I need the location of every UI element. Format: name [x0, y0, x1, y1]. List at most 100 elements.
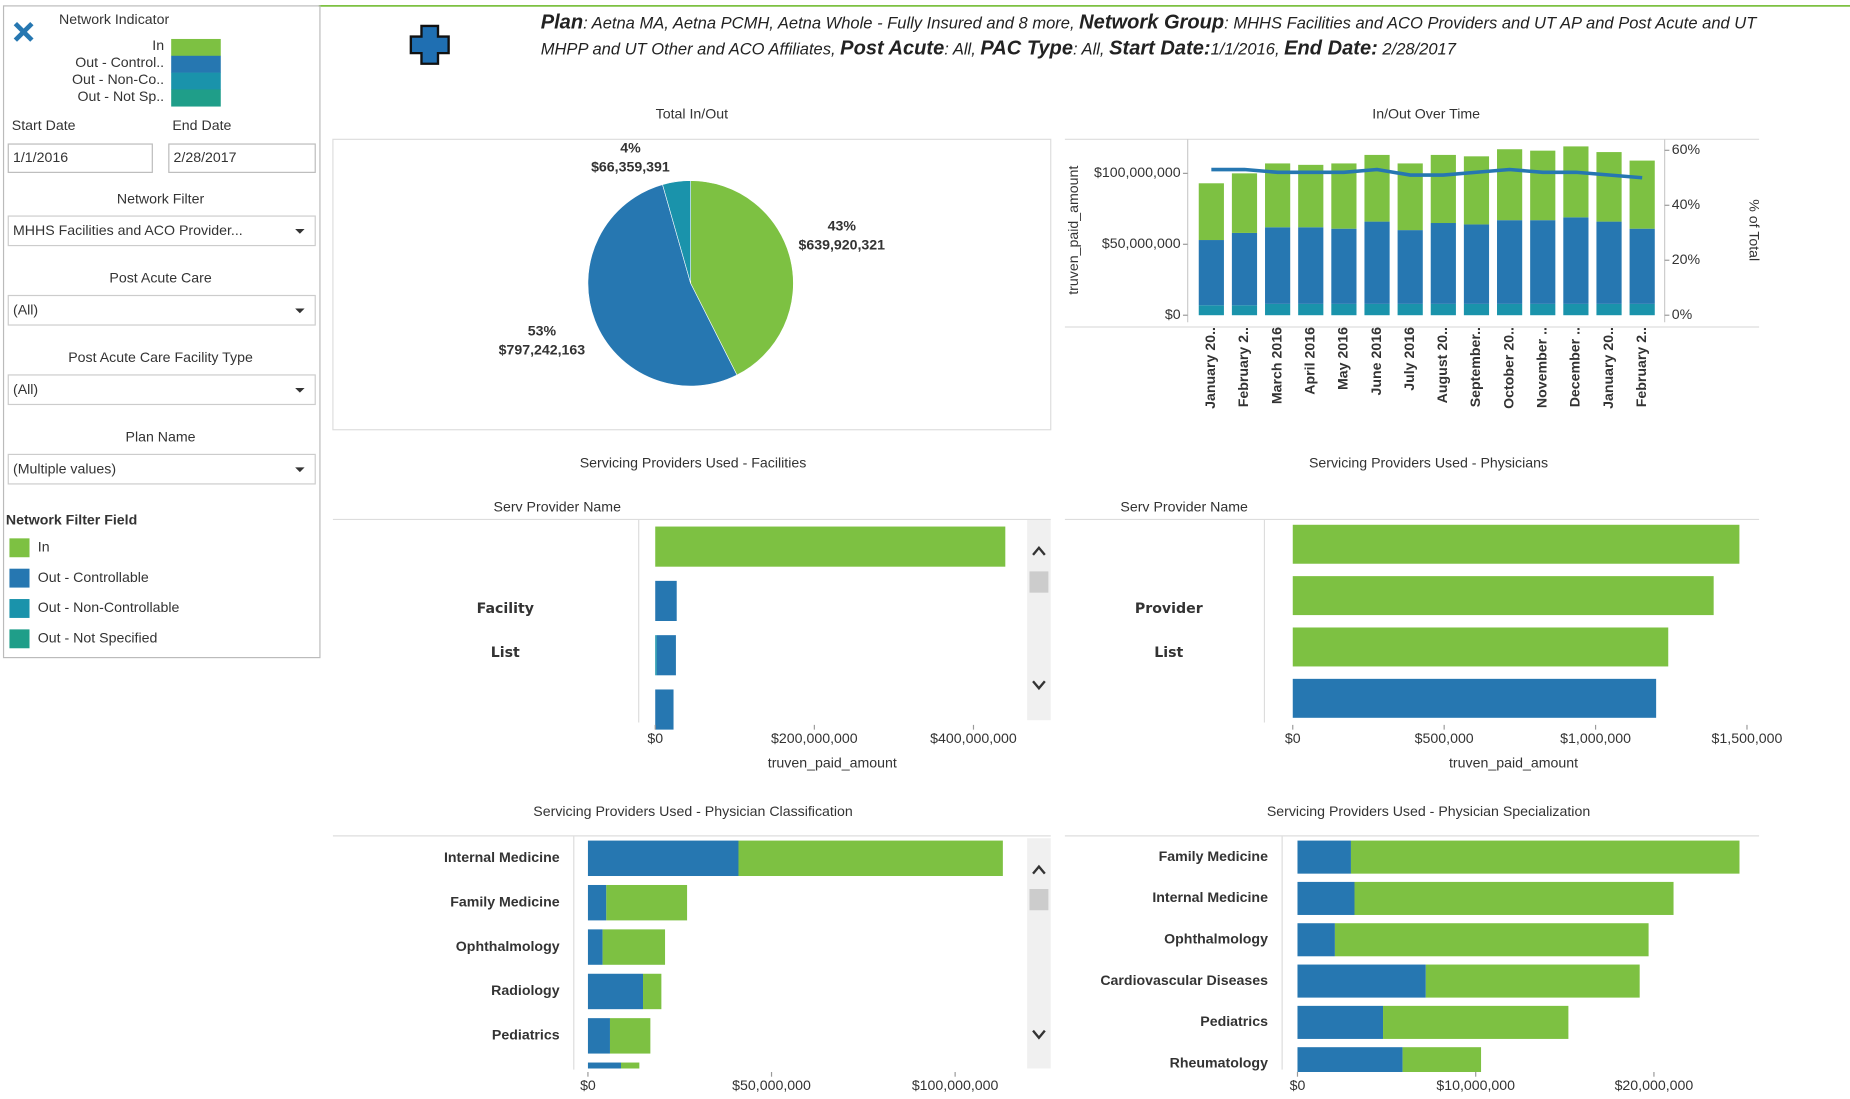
x-tick-label: April 2016 [1302, 327, 1318, 395]
x-tick-label: December .. [1568, 327, 1584, 407]
y-axis-title: Serv Provider Name [494, 499, 622, 515]
filter-summary: Plan: Aetna MA, Aetna PCMH, Aetna Whole … [541, 9, 1769, 61]
bar-segment [587, 929, 603, 965]
filter-label: Post Acute Care Facility Type [68, 350, 253, 366]
bar-segment [1497, 303, 1523, 316]
bar-segment [1497, 149, 1523, 221]
bar-segment [1430, 223, 1456, 304]
bar-segment [1596, 303, 1622, 316]
bar-segment [1198, 240, 1224, 306]
category-label: Internal Medicine [444, 850, 560, 866]
x-tick-label: October 20.. [1501, 327, 1517, 409]
ramp-swatch [171, 72, 221, 90]
filter-run: : Aetna MA, Aetna PCMH, Aetna Whole - Fu… [583, 12, 1080, 32]
sidebar-panel [2, 5, 321, 659]
legend-swatch [9, 599, 30, 618]
x-tick-label: $500,000 [1415, 731, 1474, 747]
bar-segment [1334, 923, 1649, 957]
add-icon[interactable] [409, 24, 450, 65]
filter-run: PAC Type [980, 36, 1073, 60]
x-tick-label: May 2016 [1336, 327, 1352, 390]
filter-value: (All) [13, 382, 38, 398]
x-tick-label: August 20.. [1435, 327, 1451, 403]
filter-run: Network Group [1079, 10, 1225, 34]
y2-tick-label: 20% [1672, 252, 1701, 268]
x-tick-label: January 20.. [1203, 327, 1219, 409]
bar-segment [609, 1018, 651, 1054]
ramp-swatch [171, 89, 221, 107]
filter-label: Plan Name [126, 430, 196, 446]
bar-group: Internal Medicine Family Medicine Ophthalm… [444, 840, 1003, 1069]
category-label: Cardiovascular Diseases [1100, 973, 1268, 989]
bar-segment [1497, 220, 1523, 304]
bar-segment [587, 884, 607, 921]
bar-segment [1198, 183, 1224, 241]
bar-segment [1463, 156, 1490, 225]
bar-group [1292, 524, 1740, 718]
category-label: Family Medicine [450, 894, 559, 910]
overlay-label: List [1154, 645, 1183, 661]
bar-segment [1402, 1047, 1482, 1072]
y-axis-title: Serv Provider Name [1120, 499, 1248, 515]
chart-title: Total In/Out [656, 106, 728, 122]
bar-segment [1354, 881, 1674, 915]
dropdown-arrow [295, 467, 305, 473]
bar-segment [1297, 840, 1351, 874]
bar-segment [587, 1018, 610, 1054]
bar-segment [1350, 840, 1740, 874]
filter-dropdown[interactable] [7, 215, 316, 247]
bar-segment [1397, 303, 1423, 316]
bar-segment [1463, 224, 1490, 304]
x-axis-title: truven_paid_amount [1449, 756, 1578, 772]
x-tick-label: January 20.. [1601, 327, 1617, 409]
legend-label: In [38, 540, 50, 556]
x-tick-label: $0 [580, 1078, 596, 1094]
category-label: Family Medicine [1159, 849, 1268, 865]
close-icon[interactable] [13, 21, 34, 42]
date-input[interactable] [168, 143, 316, 173]
bar-segment [1463, 303, 1490, 316]
bar-segment [1292, 627, 1669, 667]
date-input[interactable] [7, 143, 153, 173]
bar-segment [1563, 217, 1589, 304]
pie-percent: 4% [620, 140, 641, 156]
bar-segment [1298, 303, 1324, 316]
overlay-label: Facility [477, 601, 534, 617]
scrollbar[interactable] [1027, 519, 1051, 721]
x-tick-label: $50,000,000 [732, 1078, 811, 1094]
y-tick-label: $100,000,000 [1094, 165, 1181, 181]
bar-segment [1425, 964, 1640, 998]
y2-tick-label: 40% [1672, 197, 1701, 213]
date-label: Start Date [12, 118, 76, 134]
pie-amount: $639,920,321 [798, 237, 885, 253]
filter-dropdown[interactable] [7, 453, 316, 485]
scrollbar[interactable] [1027, 838, 1051, 1069]
filter-dropdown[interactable] [7, 294, 316, 326]
filter-value: (Multiple values) [13, 461, 116, 477]
bar-segment [1297, 1047, 1403, 1072]
ramp-label: Out - Non-Co.. [72, 72, 164, 88]
bar-segment [1563, 303, 1589, 316]
date-value: 1/1/2016 [13, 150, 68, 166]
chart-title: Servicing Providers Used - Physicians [1309, 456, 1548, 472]
pie-slice [587, 184, 738, 387]
filter-dropdown[interactable] [7, 374, 316, 406]
bar-segment [620, 1062, 640, 1069]
bar-segment [1198, 305, 1224, 316]
legend-label: Out - Non-Controllable [38, 600, 180, 616]
ramp-swatch [171, 55, 221, 73]
bar-segment [1629, 303, 1655, 316]
x-tick-label: $1,000,000 [1560, 731, 1631, 747]
bar-segment [1331, 228, 1357, 304]
bar-segment [1383, 1005, 1569, 1039]
x-tick-label: $20,000,000 [1615, 1078, 1694, 1094]
filter-label: Network Filter [117, 191, 205, 207]
bar-segment [1397, 230, 1423, 304]
dropdown-arrow [295, 229, 305, 234]
pie-slice [662, 180, 691, 284]
y2-axis-title: % of Total [1745, 199, 1761, 261]
x-axis-title: truven_paid_amount [768, 756, 897, 772]
